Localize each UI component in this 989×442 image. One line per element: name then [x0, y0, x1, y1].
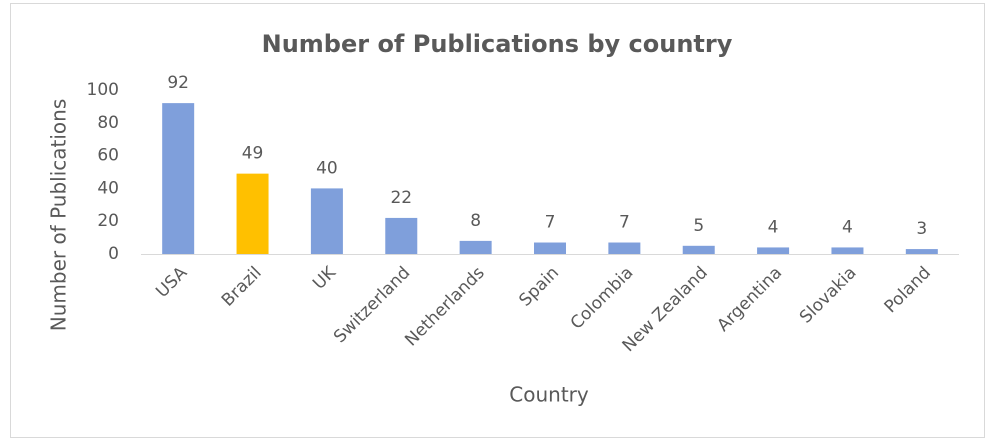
data-label: 4 [768, 217, 779, 237]
data-label: 4 [842, 217, 853, 237]
bar [757, 247, 790, 254]
y-axis-title: Number of Publications [47, 99, 71, 332]
y-tick-label: 60 [97, 146, 119, 166]
bar [534, 242, 566, 254]
bar [385, 217, 418, 254]
chart-frame [10, 3, 985, 438]
data-label: 7 [619, 213, 630, 233]
x-axis-title: Country [509, 383, 589, 407]
data-label: 40 [316, 158, 338, 178]
bar [459, 240, 492, 254]
y-tick-label: 80 [97, 113, 119, 133]
data-label: 8 [470, 211, 481, 231]
y-tick-label: 0 [108, 244, 119, 264]
bar [236, 173, 269, 254]
y-tick-label: 100 [87, 80, 119, 100]
bar [682, 245, 715, 254]
data-label: 49 [242, 144, 264, 164]
chart-title: Number of Publications by country [262, 30, 733, 58]
bar [905, 249, 938, 254]
bar [162, 103, 195, 255]
bar [831, 247, 864, 254]
bar [310, 188, 343, 254]
data-label: 22 [390, 188, 412, 208]
data-label: 92 [167, 73, 189, 93]
y-tick-label: 40 [97, 178, 119, 198]
data-label: 3 [916, 219, 927, 239]
data-label: 7 [545, 213, 556, 233]
y-tick-label: 20 [97, 211, 119, 231]
bar [608, 242, 641, 254]
data-label: 5 [693, 216, 704, 236]
